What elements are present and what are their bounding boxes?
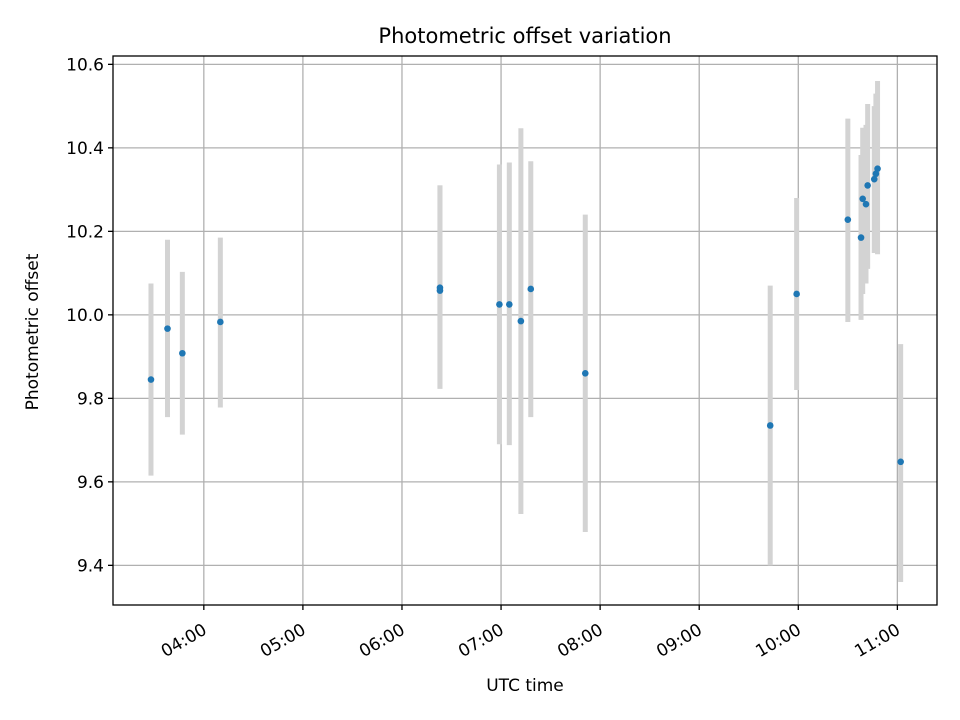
- data-point: [864, 182, 871, 189]
- y-tick-label: 10.0: [66, 306, 104, 326]
- data-point: [179, 349, 186, 357]
- x-axis-label: UTC time: [486, 676, 564, 696]
- data-point: [527, 285, 535, 293]
- x-tick-label: 05:00: [257, 620, 309, 662]
- data-point: [506, 301, 513, 308]
- data-point: [217, 318, 224, 326]
- data-point: [147, 376, 155, 383]
- axis-ticks: 04:00 05:00 06:00 07:00 08:00 09:00 10:00 11:00…: [66, 55, 904, 661]
- data-point: [862, 200, 870, 208]
- x-tick-label: 04:00: [158, 620, 210, 662]
- data-point: [844, 216, 852, 223]
- data-point: [874, 165, 881, 173]
- data-point: [897, 458, 904, 466]
- x-tick-label: 10:00: [752, 620, 804, 662]
- y-axis-label: Photometric offset: [23, 253, 43, 410]
- grid-lines: [113, 56, 937, 605]
- x-tick-label: 07:00: [455, 620, 507, 662]
- plot-area-frame: [112, 55, 938, 606]
- data-point: [517, 317, 525, 325]
- data-point: [766, 422, 774, 429]
- x-tick-label: 11:00: [851, 620, 903, 662]
- data-point: [164, 325, 171, 332]
- y-tick-label: 10.2: [66, 222, 104, 242]
- data-point: [859, 195, 866, 203]
- x-tick-label: 06:00: [356, 620, 408, 662]
- data-point: [857, 234, 865, 241]
- data-point: [872, 170, 880, 178]
- x-tick-label: 09:00: [653, 620, 705, 662]
- data-point: [496, 301, 503, 308]
- y-tick-label: 9.4: [77, 556, 104, 576]
- data-point: [793, 290, 800, 298]
- y-tick-label: 10.6: [66, 55, 104, 75]
- y-tick-label: 10.4: [66, 139, 104, 159]
- y-tick-label: 9.8: [77, 389, 104, 409]
- data-point: [581, 369, 589, 377]
- x-tick-label: 08:00: [554, 620, 606, 662]
- y-tick-label: 9.6: [77, 473, 104, 493]
- data-points: [147, 165, 904, 466]
- error-bars: [148, 81, 904, 583]
- chart-title: Photometric offset variation: [378, 24, 671, 48]
- data-point: [870, 175, 878, 183]
- data-point: [436, 287, 444, 294]
